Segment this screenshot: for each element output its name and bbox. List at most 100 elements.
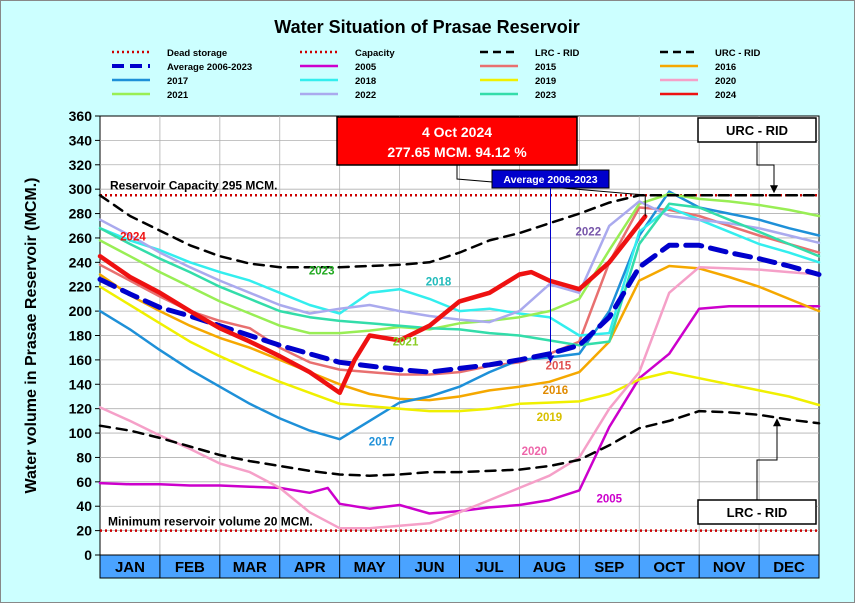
urc-callout-label: URC - RID (726, 123, 788, 138)
legend-entry: Average 2006-2023 (112, 62, 252, 73)
callout-value: 277.65 MCM. 94.12 % (387, 144, 527, 160)
series-label-2022: 2022 (576, 227, 602, 239)
series-label-2005: 2005 (596, 494, 622, 506)
x-tick-label: MAR (233, 559, 267, 576)
y-tick-label: 160 (69, 352, 93, 368)
legend-label: Capacity (355, 48, 395, 59)
y-tick-label: 280 (69, 206, 93, 222)
y-tick-label: 40 (76, 498, 92, 514)
legend-label: 2016 (715, 62, 736, 73)
legend-label: 2020 (715, 76, 736, 87)
y-tick-label: 200 (69, 303, 93, 319)
y-tick-label: 340 (69, 132, 93, 148)
value-callout-box (336, 116, 578, 166)
legend-entry: URC - RID (660, 48, 761, 59)
series-label-2020: 2020 (522, 446, 548, 458)
series-line-2020 (98, 265, 821, 530)
series-line-2021 (98, 192, 821, 335)
series-label-2015: 2015 (546, 361, 572, 373)
y-tick-label: 60 (76, 474, 92, 490)
legend-label: Average 2006-2023 (167, 62, 252, 73)
legend-label: Dead storage (167, 48, 227, 59)
legend-label: 2018 (355, 76, 376, 87)
x-tick-label: JUL (475, 559, 503, 576)
series-label-2021: 2021 (393, 336, 419, 348)
legend-label: URC - RID (715, 48, 761, 59)
x-tick-label: APR (294, 559, 326, 576)
callout-date: 4 Oct 2024 (422, 124, 492, 140)
series-line-2019 (98, 285, 821, 413)
legend-entry: 2019 (480, 76, 556, 87)
urc-arrow-head (770, 185, 778, 194)
legend-entry: 2005 (300, 62, 377, 73)
series-line-2005 (98, 304, 821, 515)
legend-entry: 2022 (300, 90, 376, 101)
x-tick-label: FEB (175, 559, 205, 576)
series-line-2023 (98, 202, 821, 347)
series-label-2019: 2019 (537, 412, 563, 424)
y-tick-label: 120 (69, 401, 93, 417)
y-tick-label: 0 (84, 547, 92, 563)
legend-label: 2023 (535, 90, 556, 101)
x-tick-label: SEP (594, 559, 624, 576)
legend-entry: 2016 (660, 62, 736, 73)
x-tick-label: JUN (415, 559, 445, 576)
y-tick-label: 320 (69, 157, 93, 173)
legend-entry: Dead storage (112, 48, 227, 59)
legend-label: 2021 (167, 90, 189, 101)
series-label-2024: 2024 (120, 231, 146, 243)
x-tick-label: DEC (773, 559, 805, 576)
legend-entry: Capacity (300, 48, 395, 59)
lrc-callout-label: LRC - RID (727, 505, 788, 520)
legend-entry: 2024 (660, 90, 737, 101)
lrc-leader (756, 423, 778, 500)
lrc-callout-box (697, 499, 817, 525)
legend-label: LRC - RID (535, 48, 579, 59)
legend-entry: 2017 (112, 76, 188, 87)
y-tick-label: 360 (69, 108, 93, 124)
y-tick-label: 100 (69, 425, 93, 441)
series-line-lrc-rid (98, 409, 821, 477)
series-line-2015 (98, 206, 821, 376)
chart-title: Water Situation of Prasae Reservoir (274, 17, 579, 37)
legend-label: 2019 (535, 76, 556, 87)
average-arrow-head (546, 355, 555, 363)
series-line-2024 (97, 214, 648, 396)
y-tick-label: 220 (69, 279, 93, 295)
lrc-arrow-head (773, 418, 781, 427)
legend-entry: 2021 (112, 90, 189, 101)
legend-label: 2015 (535, 62, 557, 73)
legend-entry: LRC - RID (480, 48, 579, 59)
series-line-urc-rid (98, 194, 821, 269)
y-tick-label: 300 (69, 181, 93, 197)
y-tick-label: 140 (69, 376, 93, 392)
series-label-2016: 2016 (543, 385, 569, 397)
series-line-2022 (98, 200, 821, 324)
series-label-2023: 2023 (309, 266, 335, 278)
y-tick-label: 240 (69, 254, 93, 270)
x-tick-label: MAY (354, 559, 386, 576)
y-tick-label: 260 (69, 230, 93, 246)
y-tick-label: 180 (69, 328, 93, 344)
legend-label: 2005 (355, 62, 377, 73)
x-tick-label: NOV (713, 559, 746, 576)
legend-entry: 2015 (480, 62, 557, 73)
legend-entry: 2020 (660, 76, 736, 87)
series-label-2018: 2018 (426, 277, 452, 289)
y-tick-label: 20 (76, 523, 92, 539)
x-tick-label: JAN (115, 559, 145, 576)
capacity-label: Reservoir Capacity 295 MCM. (110, 178, 277, 192)
y-axis-label: Water volume in Prasae Reservoir (MCM.) (23, 178, 40, 494)
series-label-2017: 2017 (369, 436, 395, 448)
x-tick-label: AUG (533, 559, 566, 576)
legend-label: 2017 (167, 76, 188, 87)
urc-leader (756, 142, 775, 189)
urc-callout-box (697, 117, 817, 143)
x-tick-label: OCT (653, 559, 685, 576)
y-tick-label: 80 (76, 449, 92, 465)
legend-entry: 2018 (300, 76, 376, 87)
legend-label: 2024 (715, 90, 737, 101)
legend-entry: 2023 (480, 90, 556, 101)
minimum-label: Minimum reservoir volume 20 MCM. (108, 515, 313, 529)
